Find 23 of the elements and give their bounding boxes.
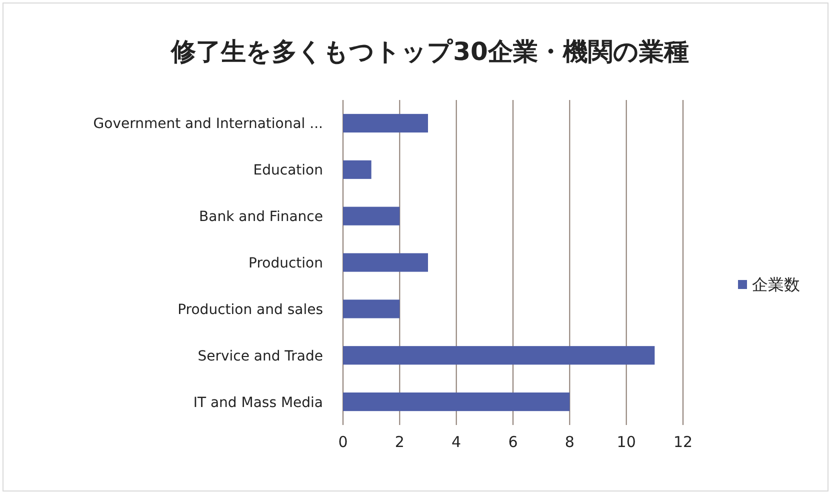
x-tick-label: 4 [452, 433, 462, 451]
chart-title: 修了生を多くもつトップ30企業・機関の業種 [170, 37, 689, 66]
x-tick-label: 0 [338, 433, 348, 451]
x-tick-label: 12 [673, 433, 693, 451]
bar [343, 300, 400, 318]
bar [343, 392, 570, 412]
bar [343, 206, 400, 226]
bar [343, 253, 428, 272]
y-tick-label: Production [248, 256, 323, 272]
y-tick-label: IT and Mass Media [193, 394, 323, 411]
y-tick-label: Education [253, 162, 323, 179]
legend-label: 企業数 [752, 275, 800, 294]
x-tick-label: 8 [564, 433, 574, 451]
y-tick-label: Bank and Finance [199, 209, 323, 226]
y-tick-label: Service and Trade [198, 348, 323, 364]
y-tick-label: Production and sales [178, 302, 323, 318]
y-tick-label: Government and International ... [93, 116, 323, 132]
x-tick-label: 6 [508, 433, 518, 451]
bar [343, 346, 655, 365]
bar [343, 114, 428, 132]
x-tick-label: 10 [616, 433, 636, 451]
x-tick-label: 2 [394, 433, 404, 451]
bar [343, 160, 372, 179]
